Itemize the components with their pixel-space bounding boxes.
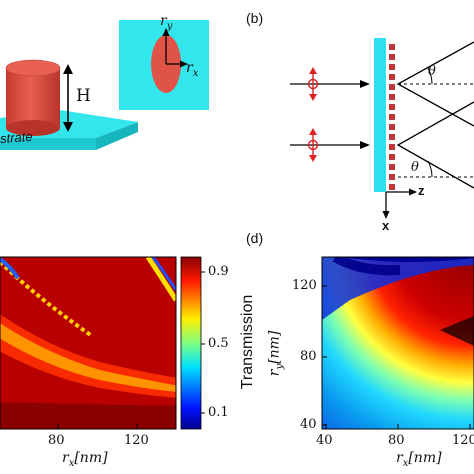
nanopillar — [389, 64, 395, 70]
d-y-tick-1: 80 — [300, 349, 317, 364]
nanopillar — [389, 74, 395, 80]
polarization-marker-bottom — [307, 128, 319, 162]
d-y-tick-2: 40 — [300, 417, 317, 432]
metasurface-slab — [374, 38, 386, 192]
height-label: H — [76, 86, 91, 106]
nanopillar — [389, 114, 395, 120]
substrate-label: strate — [0, 128, 33, 147]
d-x-tick-1: 80 — [388, 433, 405, 448]
colorbar-tick-1: 0.5 — [208, 336, 229, 351]
nanopillar — [389, 144, 395, 150]
theta-label-top: θ — [428, 64, 436, 79]
nanopillar — [389, 134, 395, 140]
heatmap-d — [322, 257, 474, 429]
diffracted-beams — [396, 41, 474, 189]
heatmap-c — [0, 257, 176, 429]
nanopillar — [389, 184, 395, 190]
resonance-edges-c — [0, 257, 176, 338]
nanopillar — [389, 84, 395, 90]
ry-label: ry — [160, 13, 173, 32]
nanopillar — [389, 164, 395, 170]
nanopillar — [389, 54, 395, 60]
axis-x-label: x — [382, 218, 390, 233]
d-x-tick-2: 120 — [452, 433, 474, 448]
pillar — [5, 59, 61, 136]
incident-rays — [290, 80, 370, 149]
nanopillar — [389, 124, 395, 130]
panel-d-label: (d) — [246, 230, 264, 246]
height-arrow — [63, 64, 73, 132]
rx-label: rx — [186, 60, 199, 79]
colorbar-tick-0: 0.9 — [208, 264, 229, 279]
colorbar — [180, 256, 202, 430]
d-y-tick-0: 120 — [292, 278, 317, 293]
d-x-axis-label: rx[nm] — [396, 450, 442, 469]
panel-b-label: (b) — [246, 10, 264, 26]
coordinate-axes — [382, 188, 417, 219]
nanopillar — [389, 44, 395, 50]
nanopillar-column — [389, 44, 395, 190]
top-view-axes — [162, 28, 188, 68]
angle-arcs — [427, 67, 433, 178]
nanopillar — [389, 104, 395, 110]
c-x-axis-label: rx[nm] — [62, 450, 108, 469]
nanopillar — [389, 154, 395, 160]
c-x-tick-1: 120 — [124, 433, 149, 448]
d-y-axis-label: ry[nm] — [266, 330, 286, 377]
colorbar-tick-2: 0.1 — [208, 405, 229, 420]
axis-z-label: z — [418, 183, 425, 198]
nanopillar — [389, 174, 395, 180]
angle-guides — [398, 83, 474, 178]
nanopillar — [389, 94, 395, 100]
colorbar-title: Transmission — [239, 294, 256, 390]
theta-label-bottom: θ — [411, 160, 419, 175]
d-x-tick-0: 40 — [316, 433, 333, 448]
panel-b-schematic — [290, 38, 474, 219]
c-x-tick-0: 80 — [48, 433, 65, 448]
polarization-marker-top — [307, 67, 319, 101]
